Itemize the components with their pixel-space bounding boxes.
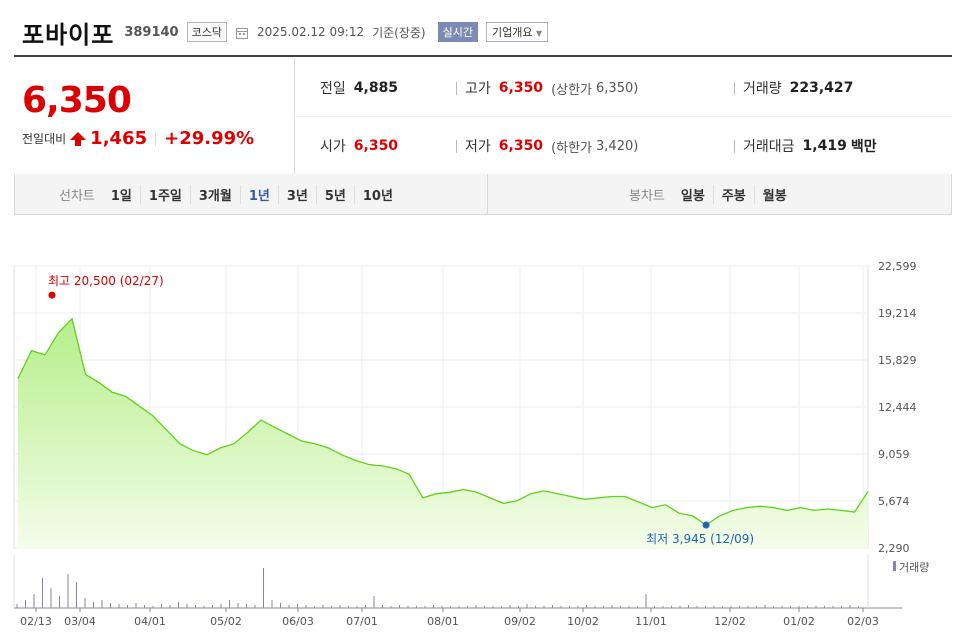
price-area: [18, 318, 868, 548]
change-label: 전일대비: [22, 132, 67, 146]
candle-chart-head: 봉차트: [629, 188, 665, 204]
tab-candle-2[interactable]: 월봉: [753, 184, 795, 204]
up-arrow-icon: [70, 131, 87, 146]
title-divider: [14, 55, 952, 57]
stock-name: 포바이포: [22, 20, 115, 49]
current-price: 6,350: [22, 80, 132, 121]
price-line: [17, 317, 869, 526]
lower-limit-value: 3,420): [596, 138, 639, 154]
tab-line-4[interactable]: 3년: [277, 184, 316, 204]
trade-value-label: 거래대금: [743, 139, 795, 155]
lower-limit-label: (하한가: [551, 140, 593, 156]
tab-line-6[interactable]: 10년: [353, 184, 401, 204]
tab-line-2[interactable]: 3개월: [189, 184, 240, 204]
x-tick-label: 08/01: [427, 615, 459, 628]
low-value: 6,350: [498, 138, 544, 154]
change-percent: +29.99%: [164, 128, 255, 149]
company-overview-button[interactable]: 기업개요 ▼: [486, 22, 549, 42]
y-tick-label: 22,599: [878, 260, 917, 273]
stat-trade-value: 거래대금 1,419 백만: [734, 136, 877, 156]
x-tick-label: 05/02: [210, 615, 242, 628]
x-tick-label: 12/02: [714, 615, 746, 628]
high-annotation: 최고 20,500 (02/27): [48, 274, 164, 288]
high-value: 6,350: [498, 80, 544, 96]
x-tick-label: 09/02: [504, 615, 536, 628]
trade-value-unit: 백만: [850, 139, 877, 155]
x-tick-label: 02/03: [847, 615, 879, 628]
stock-code: 389140: [124, 24, 179, 40]
upper-limit-value: 6,350): [596, 80, 639, 96]
low-annotation: 최저 3,945 (12/09): [646, 532, 754, 546]
low-label: 저가: [465, 139, 491, 155]
volume-value: 223,427: [789, 80, 854, 96]
volume-legend-swatch: [893, 561, 896, 571]
tab-candle-1[interactable]: 주봉: [712, 184, 754, 204]
dropdown-arrow-icon: ▼: [535, 29, 543, 38]
market-tag: 코스닥: [186, 22, 227, 42]
line-chart-tabs: 선차트 1일 1주일 3개월 1년 3년 5년 10년: [59, 174, 401, 214]
candle-chart-tabs: 봉차트 일봉 주봉 월봉: [629, 174, 795, 214]
high-marker: [48, 291, 56, 299]
prev-close-label: 전일: [320, 81, 346, 97]
x-tick-label: 06/03: [282, 615, 314, 628]
y-tick-label: 15,829: [878, 354, 917, 367]
stat-separator: [734, 139, 735, 153]
low-marker: [702, 521, 710, 529]
tab-line-3[interactable]: 1년: [239, 184, 278, 204]
x-tick-label: 10/02: [567, 615, 599, 628]
open-value: 6,350: [353, 138, 399, 154]
stat-prev-close: 전일 4,885: [320, 78, 398, 98]
trade-value-value: 1,419: [802, 138, 847, 154]
tab-line-0[interactable]: 1일: [110, 188, 132, 204]
chart-period-tabbar: 선차트 1일 1주일 3개월 1년 3년 5년 10년 봉차트 일봉 주봉 월봉: [14, 174, 952, 215]
stat-high: 고가 6,350 (상한가 6,350): [456, 78, 638, 98]
open-label: 시가: [320, 139, 346, 155]
x-tick-label: 07/01: [346, 615, 378, 628]
quote-basis: 기준(장중): [372, 25, 426, 40]
stat-separator: [456, 139, 457, 153]
tab-group-divider: [487, 174, 488, 214]
upper-limit-label: (상한가: [551, 82, 593, 98]
stat-separator: [734, 81, 735, 95]
tab-candle-0[interactable]: 일봉: [680, 188, 705, 204]
quote-datetime: 2025.02.12 09:12: [256, 25, 365, 39]
y-tick-label: 12,444: [878, 401, 917, 414]
change-value: 1,465: [90, 128, 148, 149]
prev-close-value: 4,885: [353, 80, 399, 96]
stat-low: 저가 6,350 (하한가 3,420): [456, 136, 638, 156]
volume-legend: 거래량: [899, 561, 929, 574]
volume-label: 거래량: [743, 81, 782, 97]
stat-open: 시가 6,350: [320, 136, 398, 156]
y-tick-label: 5,674: [878, 495, 910, 508]
x-tick-label: 04/01: [134, 615, 166, 628]
change-separator: [155, 131, 157, 146]
change-row: 전일대비 1,465 +29.99%: [22, 128, 254, 149]
y-tick-label: 2,290: [878, 542, 910, 555]
stats-row-divider: [294, 116, 952, 117]
quote-summary: 6,350 전일대비 1,465 +29.99% 전일 4,885 고가 6,3…: [14, 58, 952, 175]
y-tick-label: 9,059: [878, 448, 910, 461]
stat-volume: 거래량 223,427: [734, 78, 853, 98]
tab-line-1[interactable]: 1주일: [139, 184, 190, 204]
company-overview-label: 기업개요: [492, 26, 533, 39]
x-tick-label: 03/04: [64, 615, 96, 628]
x-tick-label: 11/01: [635, 615, 667, 628]
x-tick-label: 02/13: [20, 615, 52, 628]
stock-title-row: 포바이포 389140 코스닥 2025.02.12 09:12 기준(장중) …: [22, 14, 549, 50]
realtime-button[interactable]: 실시간: [437, 22, 478, 42]
line-chart-head: 선차트: [59, 188, 95, 204]
high-label: 고가: [465, 81, 491, 97]
price-chart[interactable]: 22,599 19,214 15,829 12,444 9,059 5,674 2,290 최…: [0, 250, 953, 641]
calendar-icon: [235, 25, 249, 39]
y-tick-label: 19,214: [878, 307, 917, 320]
stat-separator: [456, 81, 457, 95]
tab-line-5[interactable]: 5년: [315, 184, 354, 204]
price-chart-svg[interactable]: 22,599 19,214 15,829 12,444 9,059 5,674 2,290 최…: [0, 250, 953, 641]
x-tick-label: 01/02: [783, 615, 815, 628]
